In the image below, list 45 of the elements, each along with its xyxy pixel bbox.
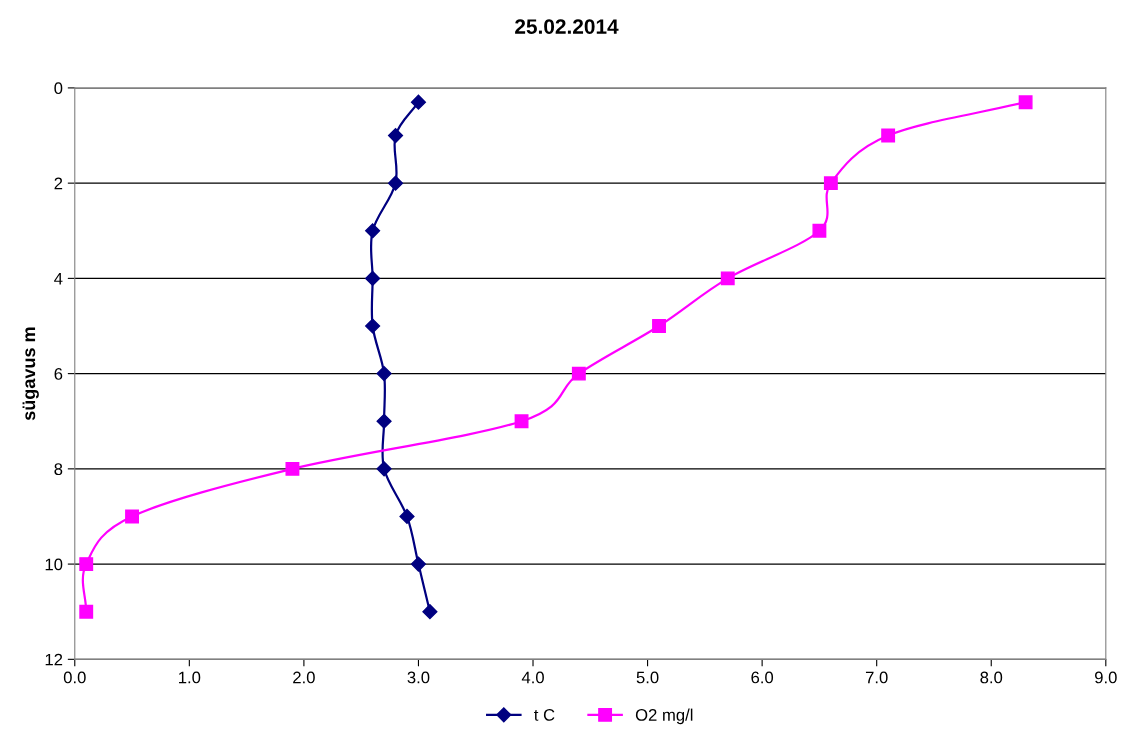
point: [399, 508, 415, 525]
x-tick-label: 5.0: [636, 671, 659, 684]
x-tick-label: 8.0: [980, 671, 1003, 684]
x-tick-label: 4.0: [521, 671, 544, 684]
x-tick-label: 1.0: [179, 671, 201, 684]
point: [387, 127, 404, 144]
point: [365, 223, 381, 239]
y-tick-label: 6: [54, 368, 63, 380]
point: [652, 319, 666, 333]
point: [376, 366, 392, 382]
point: [812, 223, 827, 238]
y-tick-label: 12: [45, 653, 63, 666]
chart-title: 25.02.2014: [515, 19, 619, 34]
point: [422, 604, 438, 620]
point: [410, 94, 427, 110]
point: [285, 461, 300, 476]
legend-label: t C: [534, 709, 555, 721]
point: [376, 461, 392, 477]
y-tick-label: 4: [54, 272, 63, 285]
point: [125, 509, 140, 524]
legend-label: O2 mg/l: [635, 708, 693, 725]
x-tick-label: 2.0: [293, 671, 315, 684]
y-tick-label: 10: [45, 558, 63, 571]
point: [823, 176, 838, 191]
point: [365, 270, 381, 286]
y-tick-label: 2: [54, 177, 63, 190]
x-tick-label: 9.0: [1095, 671, 1117, 684]
y-axis-title: sügavus m: [22, 327, 39, 421]
x-tick-label: 7.0: [865, 671, 888, 684]
point: [881, 128, 896, 143]
point: [720, 271, 735, 286]
point: [571, 366, 586, 381]
x-tick-label: 0.0: [63, 671, 86, 684]
point: [79, 557, 94, 572]
point: [365, 318, 381, 334]
point: [410, 556, 427, 572]
point: [514, 414, 529, 429]
y-tick-label: 0: [54, 82, 63, 95]
point: [376, 413, 392, 429]
x-tick-label: 3.0: [407, 671, 430, 684]
y-tick-label: 8: [54, 463, 63, 476]
point: [79, 604, 94, 619]
point: [387, 175, 404, 191]
point: [1018, 95, 1033, 110]
x-tick-label: 6.0: [751, 671, 774, 684]
